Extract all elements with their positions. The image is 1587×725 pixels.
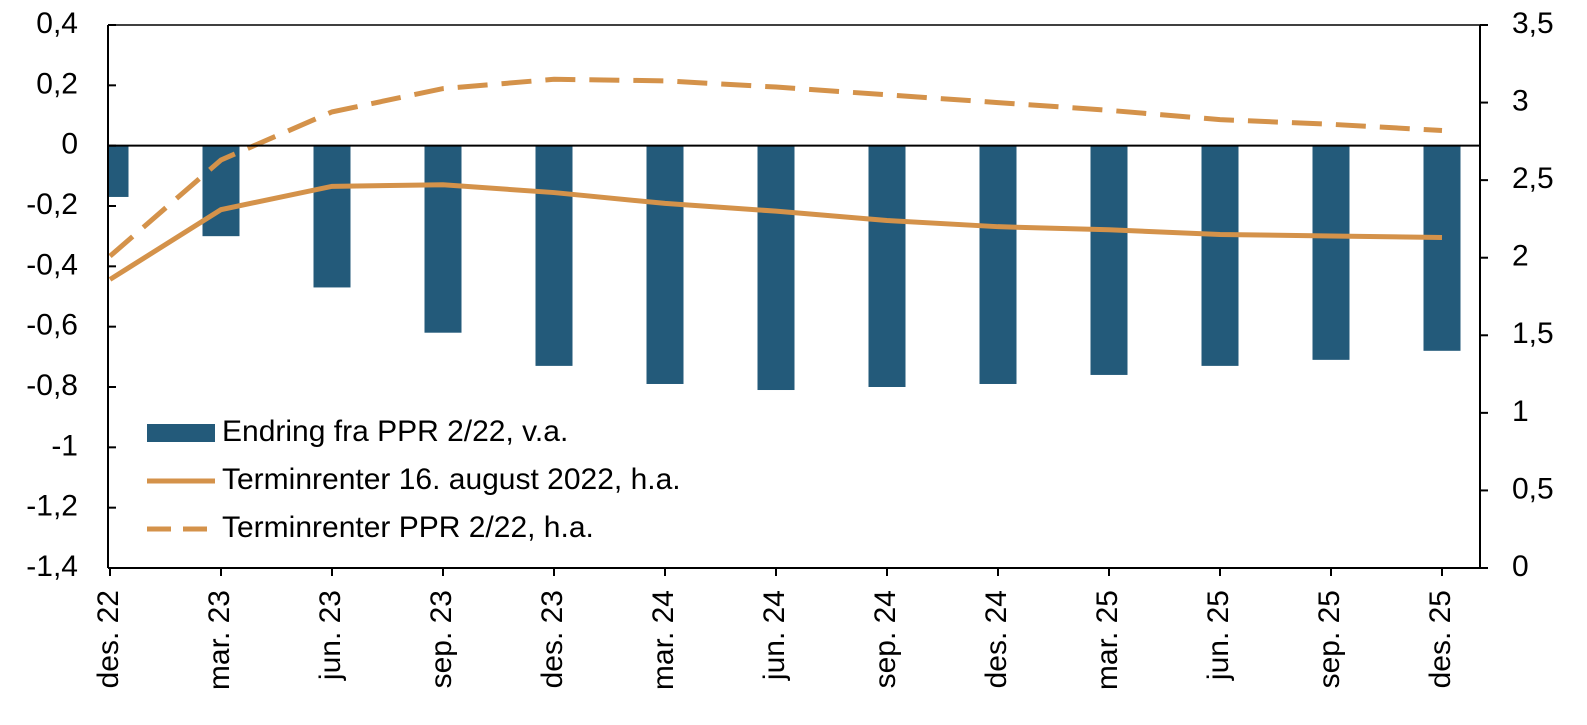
y-tick-label: -0,8	[26, 369, 78, 402]
line-series	[108, 76, 1443, 259]
y-tick-label: -1,4	[26, 550, 78, 583]
y2-tick-label: 0	[1512, 550, 1529, 583]
x-tick-label: mar. 23	[203, 590, 236, 690]
y-tick-label: 0	[61, 128, 78, 161]
legend-label: Terminrenter PPR 2/22, h.a.	[222, 511, 594, 544]
x-tick-label: des. 23	[536, 590, 569, 688]
legend-label: Endring fra PPR 2/22, v.a.	[222, 415, 568, 448]
x-tick-label: sep. 25	[1313, 590, 1346, 688]
line-series	[108, 182, 1443, 282]
x-tick-label: des. 24	[980, 590, 1013, 688]
plot-area	[108, 76, 1461, 391]
y2-tick-label: 2	[1512, 240, 1529, 273]
bar	[979, 145, 1017, 384]
x-tick-label: mar. 25	[1091, 590, 1124, 690]
y-tick-label: 0,2	[36, 67, 78, 100]
x-tick-label: des. 25	[1424, 590, 1457, 688]
x-tick-label: jun. 25	[1202, 590, 1235, 681]
bar	[868, 145, 906, 387]
y-tick-label: 0,4	[36, 7, 78, 40]
x-tick-label: mar. 24	[647, 590, 680, 690]
y2-tick-label: 3	[1512, 84, 1529, 117]
bar	[108, 145, 129, 197]
bar	[424, 145, 462, 333]
bar	[646, 145, 684, 384]
bar	[535, 145, 573, 366]
y-tick-label: -0,6	[26, 309, 78, 342]
y-tick-label: -0,4	[26, 248, 78, 281]
x-tick-label: des. 22	[92, 590, 125, 688]
x-tick-label: jun. 24	[758, 590, 791, 681]
y2-tick-label: 0,5	[1512, 472, 1554, 505]
bar	[757, 145, 795, 391]
bar	[1312, 145, 1350, 360]
y2-tick-label: 1,5	[1512, 317, 1554, 350]
y2-tick-label: 1	[1512, 395, 1529, 428]
x-tick-label: sep. 23	[425, 590, 458, 688]
y2-tick-label: 3,5	[1512, 7, 1554, 40]
y-tick-label: -1	[51, 429, 78, 462]
x-tick-label: sep. 24	[869, 590, 902, 688]
legend-label: Terminrenter 16. august 2022, h.a.	[222, 463, 681, 496]
y2-tick-label: 2,5	[1512, 162, 1554, 195]
y-tick-label: -1,2	[26, 490, 78, 523]
y-tick-label: -0,2	[26, 188, 78, 221]
bar	[1090, 145, 1128, 375]
legend-swatch	[147, 424, 215, 442]
bar	[1201, 145, 1239, 366]
bar	[1423, 145, 1461, 351]
bar	[313, 145, 351, 288]
x-tick-label: jun. 23	[314, 590, 347, 681]
